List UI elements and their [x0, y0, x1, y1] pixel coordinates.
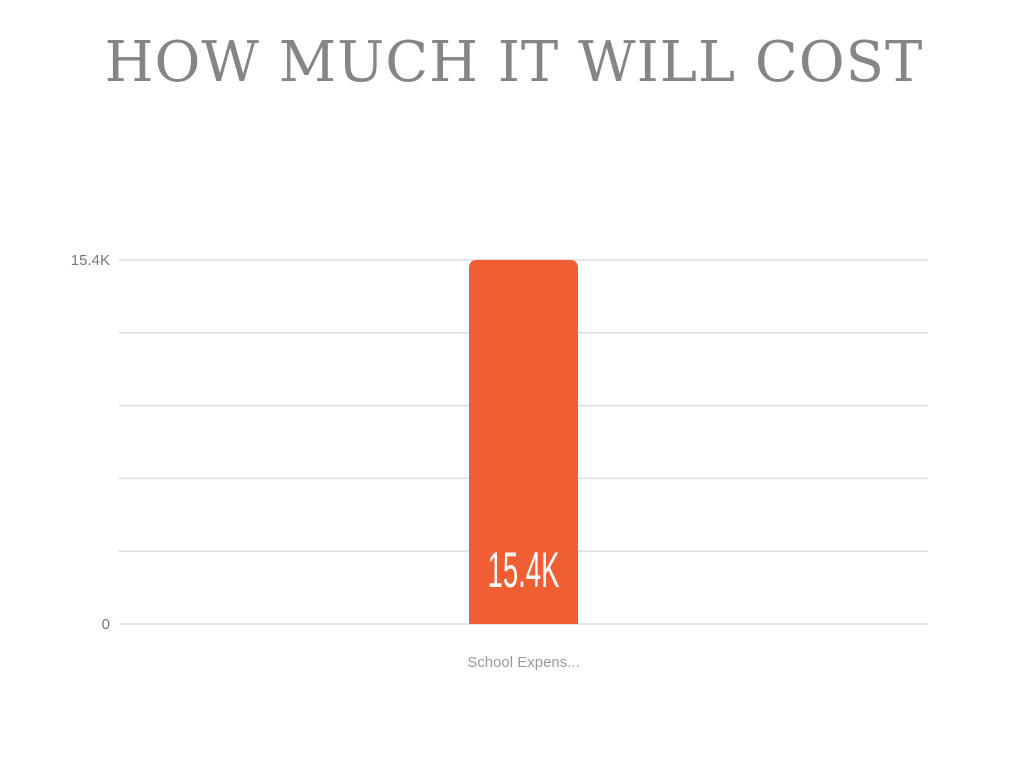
chart-title: HOW MUCH IT WILL COST: [104, 30, 924, 95]
bar: [469, 260, 578, 624]
bar-data-label: 15.4K: [488, 541, 560, 598]
y-tick-label: 15.4K: [71, 252, 110, 269]
x-category-label: School Expens...: [467, 654, 580, 671]
y-tick-label: 0: [102, 616, 110, 633]
